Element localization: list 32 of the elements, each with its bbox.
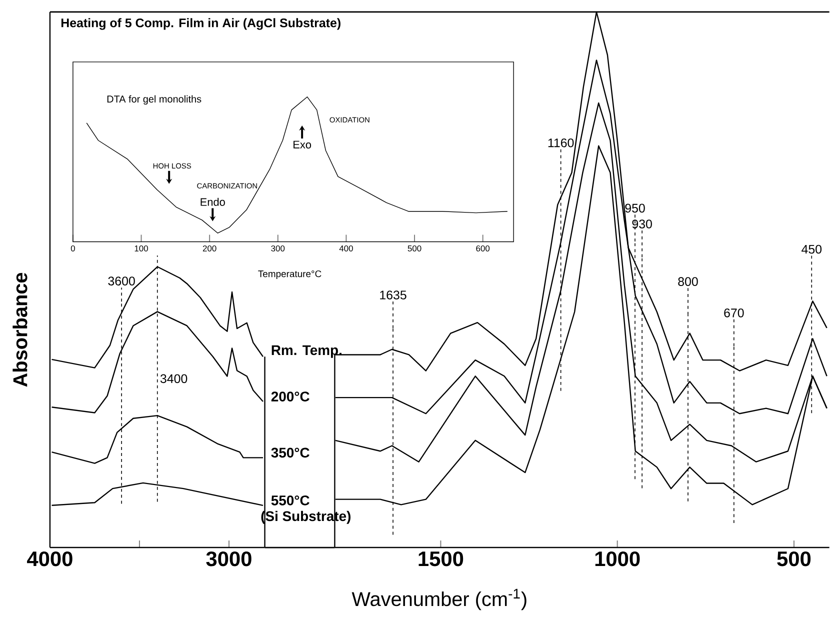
chart-subtitle: DTA for gel monoliths <box>107 95 202 104</box>
ref-line-label: 670 <box>724 308 744 318</box>
x-tick-label: 4000 <box>27 551 72 566</box>
annotation: Exo <box>294 140 312 148</box>
series-label: 200°C <box>271 391 310 402</box>
series-label: 550°C <box>271 495 310 506</box>
ref-line-label: 3600 <box>108 276 135 286</box>
x-tick-label: 3000 <box>206 551 252 566</box>
series-label: 350°C <box>271 448 310 458</box>
ref-line-label: 3400 <box>160 374 188 383</box>
series-label: Rm. Temp. <box>272 345 342 358</box>
x-tick-label: 1000 <box>595 551 640 566</box>
x-axis-title: Temperature°C <box>258 270 322 279</box>
annotation: Endo <box>200 198 225 206</box>
x-axis-title: Wavenumber (cm$^{-1}$) <box>352 588 526 610</box>
y-axis-title: Absorbance <box>12 272 28 387</box>
x-tick-label: 0 <box>70 245 75 252</box>
x-tick-label: 500 <box>408 245 422 252</box>
ref-line-label: 1635 <box>380 290 406 300</box>
x-tick-label: 100 <box>134 245 148 252</box>
x-tick-label: 200 <box>202 245 216 252</box>
x-tick-label: 1500 <box>418 551 464 566</box>
ref-line-label: 1160 <box>548 138 574 148</box>
chart-title: Heating of 5 Comp. Film in Air (AgCl Substrate) <box>61 18 340 30</box>
x-tick-label: 400 <box>339 245 353 252</box>
x-tick-label: 600 <box>476 245 490 252</box>
ref-line-label: 930 <box>632 219 652 228</box>
x-tick-label: 500 <box>777 551 811 566</box>
ref-line-label: 800 <box>678 276 698 286</box>
ref-line-label: 950 <box>625 204 645 212</box>
x-tick-label: 300 <box>271 245 285 252</box>
ref-line-label: 450 <box>802 244 822 254</box>
